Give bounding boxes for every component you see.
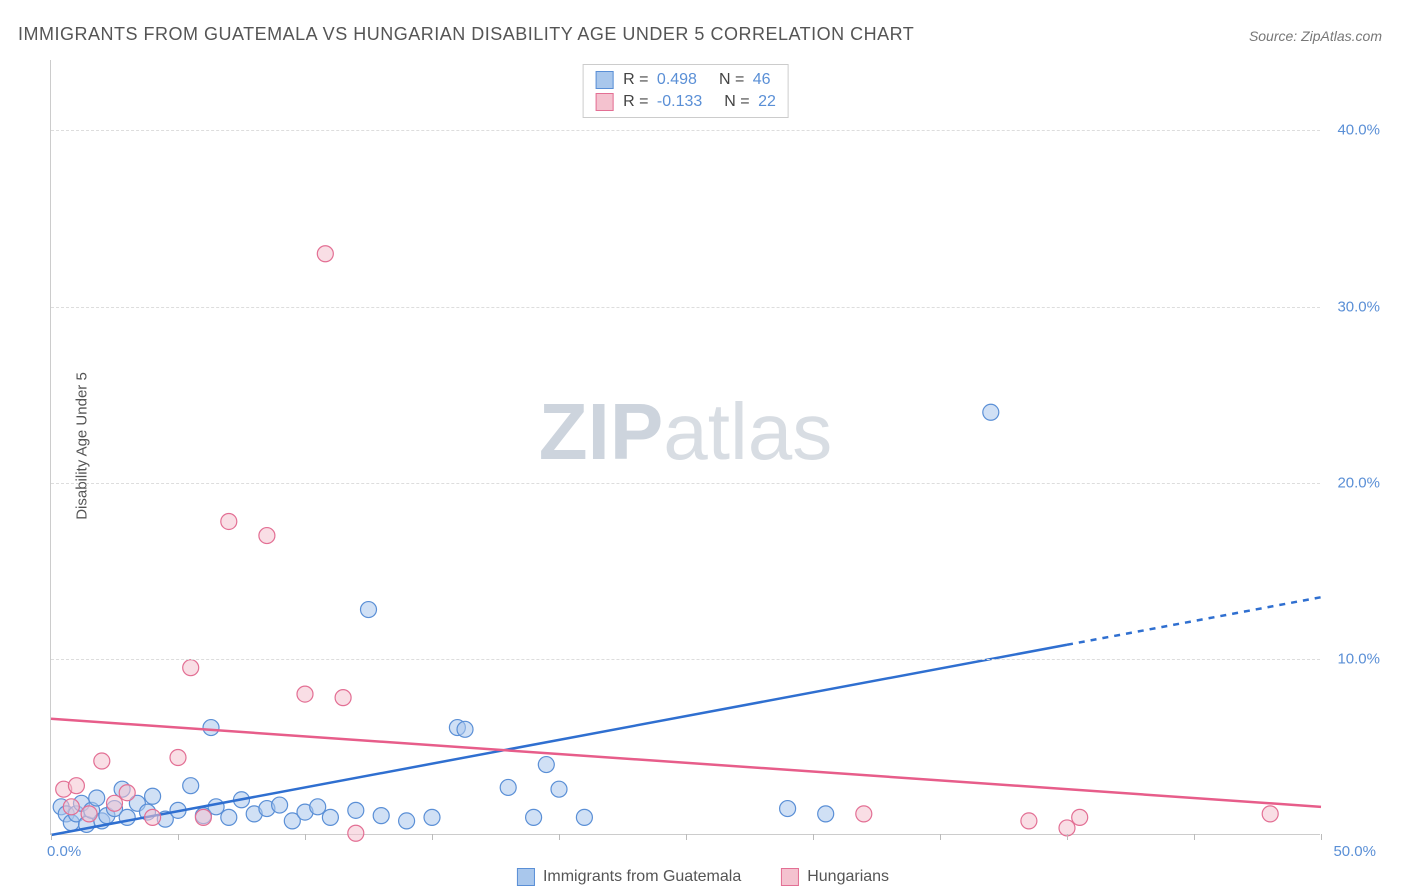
scatter-point bbox=[221, 513, 237, 529]
gridline bbox=[51, 307, 1320, 308]
scatter-point bbox=[780, 801, 796, 817]
legend-series-label: Hungarians bbox=[807, 868, 889, 886]
scatter-point bbox=[322, 809, 338, 825]
scatter-point bbox=[203, 720, 219, 736]
x-tick bbox=[432, 834, 433, 840]
scatter-point bbox=[983, 404, 999, 420]
scatter-point bbox=[81, 806, 97, 822]
scatter-point bbox=[119, 785, 135, 801]
x-tick bbox=[559, 834, 560, 840]
y-tick-label: 20.0% bbox=[1337, 474, 1380, 491]
legend-swatch bbox=[595, 93, 613, 111]
x-tick bbox=[1194, 834, 1195, 840]
scatter-point bbox=[538, 757, 554, 773]
trend-line-dashed bbox=[1067, 597, 1321, 645]
scatter-point bbox=[856, 806, 872, 822]
scatter-point bbox=[195, 809, 211, 825]
scatter-point bbox=[818, 806, 834, 822]
scatter-point bbox=[335, 690, 351, 706]
legend-n: N = 46 bbox=[719, 71, 771, 89]
x-min-label: 0.0% bbox=[47, 843, 81, 860]
scatter-point bbox=[94, 753, 110, 769]
scatter-point bbox=[107, 795, 123, 811]
legend-series-item: Immigrants from Guatemala bbox=[517, 868, 741, 886]
scatter-point bbox=[526, 809, 542, 825]
legend-series-label: Immigrants from Guatemala bbox=[543, 868, 741, 886]
x-tick bbox=[1067, 834, 1068, 840]
scatter-point bbox=[500, 779, 516, 795]
scatter-point bbox=[63, 799, 79, 815]
scatter-point bbox=[170, 750, 186, 766]
x-tick bbox=[813, 834, 814, 840]
legend-r: R = -0.133 bbox=[623, 93, 702, 111]
legend-swatch bbox=[517, 868, 535, 886]
x-tick bbox=[1321, 834, 1322, 840]
scatter-point bbox=[361, 602, 377, 618]
legend-n: N = 22 bbox=[724, 93, 776, 111]
legend-series: Immigrants from Guatemala Hungarians bbox=[517, 868, 889, 886]
x-tick bbox=[178, 834, 179, 840]
scatter-point bbox=[348, 825, 364, 841]
legend-swatch bbox=[595, 71, 613, 89]
y-tick-label: 10.0% bbox=[1337, 650, 1380, 667]
scatter-point bbox=[310, 799, 326, 815]
scatter-point bbox=[457, 721, 473, 737]
legend-stat-row: R = -0.133 N = 22 bbox=[595, 91, 776, 113]
x-tick bbox=[686, 834, 687, 840]
x-tick bbox=[305, 834, 306, 840]
scatter-point bbox=[399, 813, 415, 829]
scatter-point bbox=[272, 797, 288, 813]
chart-title: IMMIGRANTS FROM GUATEMALA VS HUNGARIAN D… bbox=[18, 24, 914, 45]
gridline bbox=[51, 659, 1320, 660]
scatter-point bbox=[145, 809, 161, 825]
scatter-point bbox=[424, 809, 440, 825]
scatter-point bbox=[297, 686, 313, 702]
scatter-point bbox=[348, 802, 364, 818]
gridline bbox=[51, 130, 1320, 131]
scatter-point bbox=[551, 781, 567, 797]
source-attribution: Source: ZipAtlas.com bbox=[1249, 28, 1382, 44]
trend-line bbox=[51, 645, 1067, 835]
scatter-point bbox=[68, 778, 84, 794]
scatter-point bbox=[145, 788, 161, 804]
legend-stat-row: R = 0.498 N = 46 bbox=[595, 69, 776, 91]
plot-area: ZIPatlas R = 0.498N = 46R = -0.133N = 22… bbox=[50, 60, 1320, 835]
legend-swatch bbox=[781, 868, 799, 886]
x-max-label: 50.0% bbox=[1333, 843, 1376, 860]
y-tick-label: 30.0% bbox=[1337, 298, 1380, 315]
scatter-point bbox=[183, 660, 199, 676]
scatter-point bbox=[259, 528, 275, 544]
x-tick bbox=[51, 834, 52, 840]
gridline bbox=[51, 483, 1320, 484]
scatter-point bbox=[183, 778, 199, 794]
scatter-point bbox=[576, 809, 592, 825]
legend-series-item: Hungarians bbox=[781, 868, 889, 886]
legend-r: R = 0.498 bbox=[623, 71, 697, 89]
scatter-point bbox=[317, 246, 333, 262]
y-tick-label: 40.0% bbox=[1337, 122, 1380, 139]
scatter-point bbox=[221, 809, 237, 825]
x-tick bbox=[940, 834, 941, 840]
scatter-point bbox=[1072, 809, 1088, 825]
scatter-point bbox=[208, 799, 224, 815]
scatter-point bbox=[373, 808, 389, 824]
scatter-point bbox=[89, 790, 105, 806]
legend-stats-box: R = 0.498 N = 46 R = -0.133 N = 22 bbox=[582, 64, 789, 118]
scatter-point bbox=[1021, 813, 1037, 829]
scatter-point bbox=[1262, 806, 1278, 822]
chart-svg bbox=[51, 60, 1320, 834]
